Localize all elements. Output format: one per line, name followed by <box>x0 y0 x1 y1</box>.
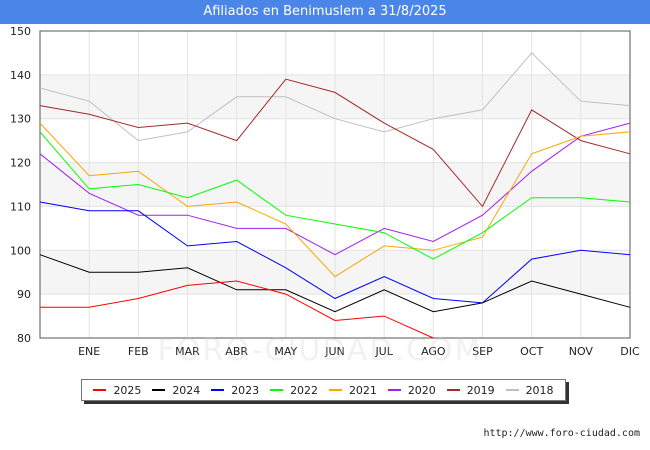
legend-item-2020: 2020 <box>387 383 436 397</box>
series-line-2025 <box>40 280 434 339</box>
x-tick-label: SEP <box>472 345 493 358</box>
legend-label: 2020 <box>407 383 436 397</box>
legend-swatch <box>270 389 284 391</box>
legend-swatch <box>446 389 460 391</box>
series-line-2020 <box>39 122 631 256</box>
y-tick-label: 110 <box>10 200 31 213</box>
y-tick-label: 150 <box>10 25 31 38</box>
series-line-2022 <box>39 131 631 260</box>
y-tick-label: 100 <box>10 244 31 257</box>
x-tick-label: JUL <box>374 345 393 358</box>
chart-legend: 2025 2024 2023 2022 2021 2020 2019 2018 <box>81 379 566 401</box>
x-tick-label: MAY <box>274 345 297 358</box>
legend-swatch <box>211 389 225 391</box>
x-tick-label: JUN <box>324 345 345 358</box>
legend-label: 2022 <box>290 383 319 397</box>
y-tick-label: 80 <box>17 332 31 345</box>
legend-swatch <box>505 389 519 391</box>
chart-title: Afiliados en Benimuslem a 31/8/2025 <box>0 0 650 24</box>
source-credit: http://www.foro-ciudad.com <box>483 428 640 439</box>
x-tick-label: MAR <box>175 345 200 358</box>
legend-label: 2018 <box>525 383 554 397</box>
legend-label: 2019 <box>466 383 495 397</box>
series-line-2019 <box>39 78 631 208</box>
x-tick-label: NOV <box>569 345 594 358</box>
y-tick-label: 130 <box>10 113 31 126</box>
y-tick-label: 140 <box>10 69 31 82</box>
series-line-2023 <box>39 201 631 304</box>
x-tick-label: FEB <box>128 345 149 358</box>
x-tick-label: AGO <box>421 345 446 358</box>
x-tick-label: ENE <box>78 345 100 358</box>
x-tick-label: DIC <box>620 345 640 358</box>
legend-swatch <box>152 389 166 391</box>
series-line-2018 <box>39 52 631 142</box>
legend-swatch <box>328 389 342 391</box>
plot-area-border <box>39 30 631 339</box>
legend-label: 2023 <box>231 383 260 397</box>
legend-item-2024: 2024 <box>152 384 200 397</box>
legend-label: 2021 <box>348 383 377 397</box>
x-tick-label: OCT <box>520 345 543 358</box>
watermark: FORO-CIUDAD.COM <box>157 333 483 368</box>
x-tick-label: ABR <box>225 345 248 358</box>
legend-label: 2025 <box>113 383 142 397</box>
legend-item-2019: 2019 <box>446 383 495 397</box>
y-tick-label: 90 <box>17 288 31 301</box>
legend-label: 2024 <box>172 383 201 397</box>
series-line-2021 <box>39 122 631 278</box>
legend-swatch <box>387 389 401 391</box>
legend-item-2021: 2021 <box>328 383 377 397</box>
series-line-2024 <box>39 254 631 313</box>
legend-item-2025: 2025 <box>93 384 141 397</box>
legend-item-2023: 2023 <box>211 384 259 397</box>
y-tick-label: 120 <box>10 157 31 170</box>
legend-item-2018: 2018 <box>505 383 554 397</box>
legend-swatch <box>93 389 107 391</box>
legend-item-2022: 2022 <box>270 384 318 397</box>
